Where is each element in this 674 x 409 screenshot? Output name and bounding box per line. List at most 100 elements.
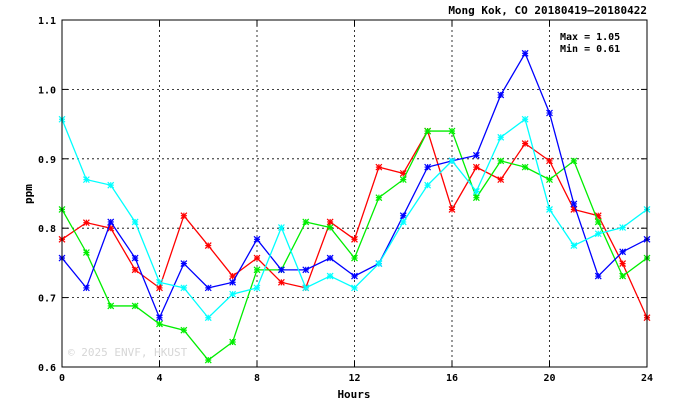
x-axis-label: Hours [337, 388, 370, 401]
data-point [351, 254, 358, 262]
data-point [229, 338, 237, 346]
data-point [229, 278, 237, 286]
data-point [277, 224, 285, 231]
y-tick-label: 1.0 [38, 85, 56, 96]
data-point [399, 212, 407, 220]
x-tick-label: 12 [348, 373, 360, 384]
data-point [82, 249, 90, 256]
x-tick-label: 16 [446, 373, 458, 384]
data-point [521, 140, 529, 147]
data-point [180, 260, 188, 268]
data-point [546, 176, 553, 184]
data-point [448, 206, 456, 213]
data-point [472, 194, 480, 202]
data-point [521, 163, 529, 171]
x-tick-label: 8 [254, 373, 260, 384]
series-3 [58, 49, 651, 322]
data-point [107, 181, 115, 189]
data-point [594, 230, 602, 238]
data-point [204, 284, 212, 292]
data-point [497, 91, 505, 99]
data-point [570, 242, 578, 249]
plot-frame [61, 19, 648, 368]
data-point [594, 218, 602, 226]
data-point [424, 127, 432, 135]
data-point [253, 284, 261, 292]
data-point [375, 194, 383, 202]
data-point [521, 115, 529, 123]
data-point [546, 157, 553, 165]
data-point [448, 157, 456, 165]
data-point [131, 218, 139, 226]
grid-lines [62, 20, 647, 367]
data-point [472, 151, 480, 159]
data-point [253, 235, 261, 243]
data-point [204, 242, 212, 249]
data-point [156, 278, 163, 286]
y-tick-label: 0.7 [38, 294, 56, 305]
data-point [302, 218, 310, 226]
data-point [302, 266, 310, 274]
data-point [351, 284, 358, 292]
data-point [521, 49, 529, 57]
series-2 [58, 127, 651, 364]
data-point [253, 266, 261, 274]
data-point [448, 127, 456, 135]
data-point [497, 133, 505, 141]
data-point [570, 200, 578, 208]
data-point [375, 260, 383, 268]
data-point [204, 356, 212, 364]
min-annotation: Min = 0.61 [560, 43, 620, 55]
data-point [180, 284, 188, 292]
y-axis-label: ppm [22, 184, 35, 204]
data-point [546, 206, 553, 213]
data-point [497, 157, 505, 165]
data-point [619, 248, 627, 256]
data-point [277, 278, 285, 286]
data-point [619, 272, 627, 280]
data-point [131, 254, 139, 262]
data-point [253, 254, 261, 262]
max-annotation: Max = 1.05 [560, 32, 620, 43]
data-point [204, 314, 212, 322]
data-point [399, 218, 407, 226]
data-point [107, 218, 115, 226]
data-point [131, 266, 139, 274]
series-1 [58, 127, 651, 322]
x-tick-label: 4 [156, 373, 162, 384]
y-tick-label: 0.6 [38, 363, 56, 374]
data-point [351, 235, 358, 243]
data-point [326, 224, 334, 231]
data-point [399, 176, 407, 184]
data-point [131, 302, 139, 310]
axis-ticks: 0 4 8 12 16 20 24 0.6 0.7 0.8 0.9 1.0 1.1 [38, 16, 653, 384]
data-point [107, 302, 115, 310]
data-point [619, 224, 627, 231]
data-point [424, 163, 432, 171]
data-point [570, 157, 578, 165]
data-point [472, 187, 480, 195]
data-point [156, 320, 163, 328]
data-point [594, 272, 602, 280]
data-point [424, 181, 432, 189]
data-point [546, 109, 553, 117]
data-point [229, 290, 237, 298]
data-point [156, 314, 163, 322]
x-tick-label: 20 [543, 373, 555, 384]
data-point [302, 284, 310, 292]
data-point [156, 284, 163, 292]
x-tick-label: 24 [641, 373, 653, 384]
data-point [82, 176, 90, 184]
data-point [326, 254, 334, 262]
data-point [326, 272, 334, 280]
data-point [619, 260, 627, 268]
watermark-text: © 2025 ENVF, HKUST [68, 346, 188, 359]
data-point [472, 163, 480, 171]
data-point [351, 272, 358, 280]
series-layer [58, 49, 651, 364]
y-tick-label: 0.9 [38, 155, 56, 166]
data-point [326, 218, 334, 226]
data-point [180, 326, 188, 334]
y-tick-label: 1.1 [38, 16, 56, 27]
